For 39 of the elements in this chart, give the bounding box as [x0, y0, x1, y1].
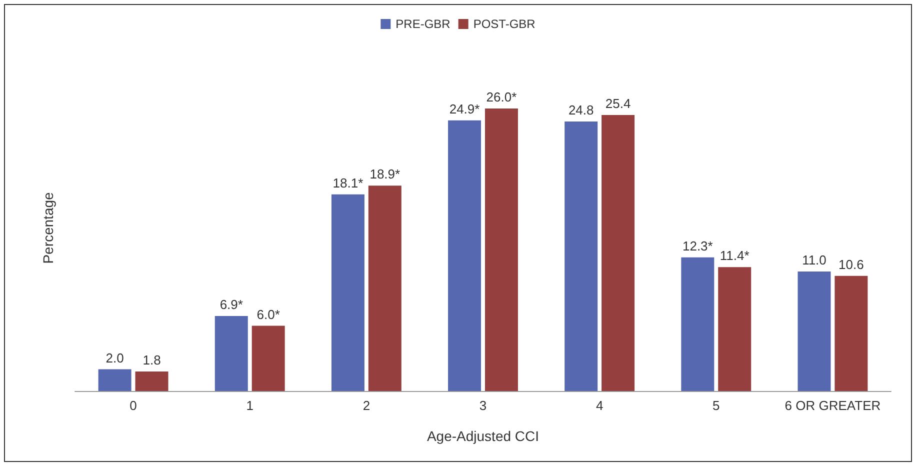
x-axis-title: Age-Adjusted CCI — [426, 428, 540, 444]
bar — [564, 122, 598, 391]
data-label: 26.0* — [486, 89, 517, 104]
x-tick-label: 6 OR GREATER — [784, 398, 881, 413]
x-tick-label: 0 — [130, 398, 137, 413]
bar — [448, 120, 482, 391]
bar — [834, 276, 868, 391]
data-label: 6.9* — [220, 297, 243, 312]
data-label: 24.8 — [568, 102, 594, 118]
data-label: 24.9* — [449, 101, 480, 116]
bar — [368, 186, 402, 391]
bar — [135, 371, 168, 391]
bar — [214, 316, 248, 391]
bar — [602, 114, 635, 391]
x-tick-label: 5 — [712, 398, 720, 413]
data-label: 1.8 — [142, 352, 161, 368]
x-tick-label: 3 — [479, 398, 487, 413]
bar — [681, 257, 714, 391]
data-label: 18.1* — [332, 175, 364, 190]
data-label: 12.3* — [682, 238, 713, 254]
data-label: 11.4* — [720, 248, 750, 264]
bar — [798, 271, 831, 391]
data-label: 11.0 — [802, 252, 826, 268]
x-tick-label: 2 — [362, 398, 370, 413]
data-label: 18.9* — [370, 166, 400, 182]
x-tick-label: 1 — [246, 398, 254, 413]
bar — [718, 267, 752, 391]
bar — [484, 108, 518, 391]
data-label: 6.0* — [256, 306, 280, 322]
x-tick-label: 4 — [596, 398, 604, 413]
data-label: 25.4 — [605, 96, 631, 111]
data-label: 10.6 — [838, 256, 864, 272]
bar — [98, 369, 132, 391]
legend-label: POST-GBR — [473, 17, 536, 31]
y-axis-title: Percentage — [40, 192, 56, 264]
legend-label: PRE-GBR — [396, 17, 451, 31]
bar — [331, 194, 364, 391]
data-label: 2.0 — [106, 350, 124, 366]
bar — [252, 326, 285, 391]
